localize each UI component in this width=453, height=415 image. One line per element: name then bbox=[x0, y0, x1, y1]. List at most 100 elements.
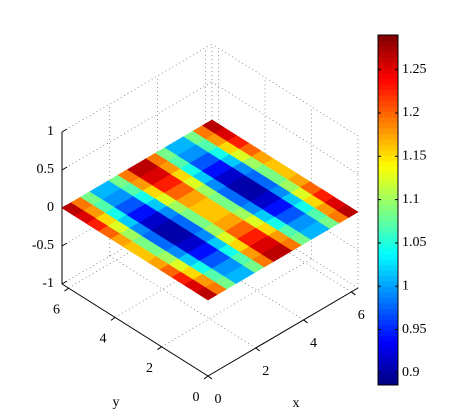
colorbar-band bbox=[378, 319, 398, 326]
colorbar-band bbox=[378, 259, 398, 266]
colorbar-band bbox=[378, 368, 398, 375]
colorbar-band bbox=[378, 73, 398, 80]
colorbar-band bbox=[378, 341, 398, 348]
colorbar-band bbox=[378, 220, 398, 227]
grid-line bbox=[109, 255, 256, 349]
colorbar-band bbox=[378, 166, 398, 173]
y-tick bbox=[157, 346, 162, 351]
colorbar-band bbox=[378, 270, 398, 277]
colorbar-band bbox=[378, 313, 398, 320]
colorbar-band bbox=[378, 144, 398, 151]
colorbar-band bbox=[378, 281, 398, 288]
colorbar-band bbox=[378, 264, 398, 271]
colorbar-band bbox=[378, 171, 398, 178]
colorbar-band bbox=[378, 56, 398, 63]
colorbar-band bbox=[378, 35, 398, 41]
colorbar-band bbox=[378, 308, 398, 315]
colorbar-band bbox=[378, 210, 398, 216]
colorbar-band bbox=[378, 182, 398, 189]
colorbar-band bbox=[378, 138, 398, 145]
colorbar-band bbox=[378, 188, 398, 195]
z-tick-label: 1 bbox=[47, 124, 54, 139]
colorbar-band bbox=[378, 111, 398, 118]
colorbar-band bbox=[378, 374, 398, 381]
colorbar-tick-label: 0.95 bbox=[402, 322, 427, 337]
colorbar-band bbox=[378, 302, 398, 309]
x-tick bbox=[207, 375, 213, 380]
grid-line bbox=[211, 81, 359, 175]
colorbar-band bbox=[378, 363, 398, 370]
colorbar-band bbox=[378, 117, 398, 123]
colorbar-band bbox=[378, 106, 398, 113]
z-tick-label: 0.5 bbox=[37, 162, 55, 177]
colorbar-band bbox=[378, 357, 398, 364]
grid-line bbox=[61, 81, 213, 171]
colorbar-band bbox=[378, 242, 398, 249]
colorbar-band bbox=[378, 253, 398, 260]
y-tick bbox=[64, 287, 69, 292]
colorbar-band bbox=[378, 248, 398, 255]
colorbar-band bbox=[378, 199, 398, 206]
colorbar-band bbox=[378, 346, 398, 353]
colorbar-band bbox=[378, 40, 398, 47]
grid-line bbox=[211, 195, 359, 289]
x-tick-label: 6 bbox=[358, 308, 365, 323]
colorbar-band bbox=[378, 204, 398, 211]
z-tick-label: -1 bbox=[42, 276, 54, 291]
colorbar-band bbox=[378, 127, 398, 134]
colorbar-band bbox=[378, 51, 398, 58]
colorbar-band bbox=[378, 292, 398, 298]
z-tick-label: 0 bbox=[47, 200, 54, 215]
colorbar-tick-label: 0.9 bbox=[402, 365, 420, 380]
grid-line bbox=[157, 227, 304, 321]
colorbar-band bbox=[378, 286, 398, 293]
x-tick-label: 4 bbox=[310, 336, 317, 351]
colorbar-band bbox=[378, 133, 398, 140]
z-tick bbox=[61, 280, 68, 285]
colorbar-band bbox=[378, 62, 398, 69]
colorbar-band bbox=[378, 237, 398, 244]
colorbar-band bbox=[378, 89, 398, 96]
colorbar-band bbox=[378, 352, 398, 359]
colorbar-band bbox=[378, 177, 398, 184]
colorbar-band bbox=[378, 379, 398, 386]
colorbar-tick-label: 1.2 bbox=[402, 105, 420, 120]
x-tick bbox=[255, 347, 261, 352]
grid-line bbox=[211, 157, 359, 251]
x-axis bbox=[207, 287, 359, 377]
colorbar-band bbox=[378, 275, 398, 282]
colorbar-band bbox=[378, 84, 398, 91]
colorbar-band bbox=[378, 155, 398, 162]
colorbar-band bbox=[378, 231, 398, 238]
y-axis-label: y bbox=[113, 395, 120, 410]
y-tick bbox=[110, 317, 116, 321]
grid-line bbox=[205, 199, 352, 293]
z-tick bbox=[61, 242, 68, 247]
y-axis bbox=[61, 283, 209, 377]
grid-line bbox=[61, 43, 213, 133]
colorbar-band bbox=[378, 78, 398, 85]
colorbar-band bbox=[378, 67, 398, 74]
y-tick-label: 2 bbox=[146, 361, 153, 376]
colorbar-tick-label: 1.25 bbox=[402, 62, 427, 77]
colorbar-frame bbox=[377, 34, 399, 386]
x-tick bbox=[303, 319, 308, 324]
y-tick bbox=[203, 375, 209, 380]
colorbar-band bbox=[378, 215, 398, 222]
colorbar-tick-label: 1.1 bbox=[402, 192, 420, 207]
colorbar-band bbox=[378, 45, 398, 52]
colorbar-band bbox=[378, 100, 398, 107]
colorbar-band bbox=[378, 149, 398, 156]
colorbar-band bbox=[378, 324, 398, 331]
x-tick-label: 2 bbox=[262, 364, 269, 379]
colorbar-band bbox=[378, 160, 398, 167]
colorbar-tick-label: 1.05 bbox=[402, 235, 427, 250]
x-tick bbox=[351, 291, 356, 296]
z-tick-label: -0.5 bbox=[32, 238, 54, 253]
x-tick-label: 0 bbox=[215, 392, 222, 407]
colorbar-band bbox=[378, 297, 398, 304]
colorbar-band bbox=[378, 95, 398, 102]
x-axis-label: x bbox=[293, 396, 300, 411]
y-tick-label: 6 bbox=[53, 302, 60, 317]
z-tick bbox=[61, 166, 68, 171]
